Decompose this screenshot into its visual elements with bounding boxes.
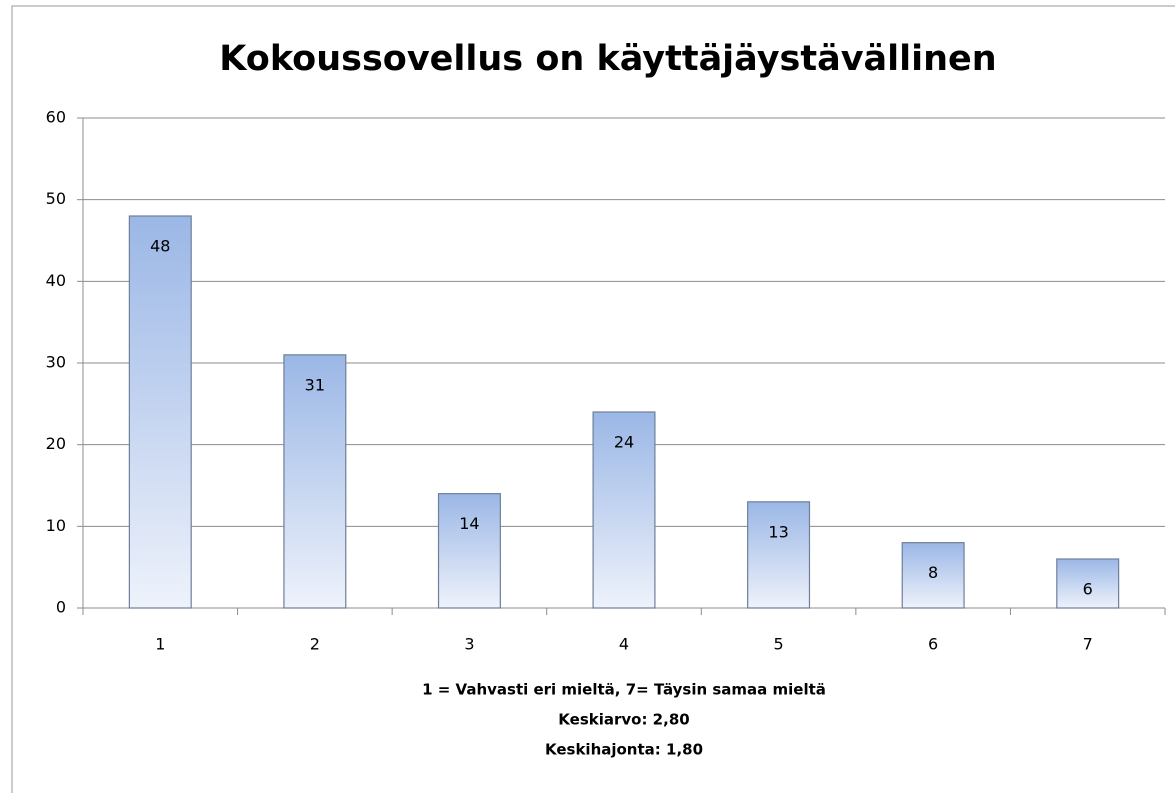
data-label: 6 [1083, 580, 1093, 599]
x-tick-label: 5 [773, 635, 783, 654]
annotation: Keskihajonta: 1,80 [545, 741, 703, 759]
bar [747, 501, 811, 609]
bar [1056, 558, 1120, 609]
data-label: 24 [614, 433, 634, 452]
chart-frame [11, 5, 1175, 793]
x-tick-label: 6 [928, 635, 938, 654]
data-label: 31 [305, 375, 325, 394]
y-tick-label: 10 [46, 516, 66, 535]
y-tick-label: 50 [46, 189, 66, 208]
data-label: 14 [459, 514, 479, 533]
annotation: Keskiarvo: 2,80 [558, 711, 689, 729]
x-tick-label: 1 [155, 635, 165, 654]
bar [283, 354, 347, 609]
x-tick-label: 3 [464, 635, 474, 654]
x-tick-label: 4 [619, 635, 629, 654]
bar [901, 542, 965, 609]
data-label: 8 [928, 563, 938, 582]
bar [437, 493, 501, 609]
y-tick-label: 30 [46, 353, 66, 372]
x-tick-label: 7 [1083, 635, 1093, 654]
chart-title: Kokoussovellus on käyttäjäystävällinen [219, 39, 996, 79]
x-axis-label: 1 = Vahvasti eri mieltä, 7= Täysin samaa… [422, 681, 826, 699]
x-tick-label: 2 [310, 635, 320, 654]
y-tick-label: 20 [46, 434, 66, 453]
bar [128, 215, 192, 609]
y-tick-label: 40 [46, 271, 66, 290]
y-tick-label: 0 [56, 598, 66, 617]
data-label: 48 [150, 237, 170, 256]
data-label: 13 [768, 522, 788, 541]
y-tick-label: 60 [46, 108, 66, 127]
bar [592, 411, 656, 609]
